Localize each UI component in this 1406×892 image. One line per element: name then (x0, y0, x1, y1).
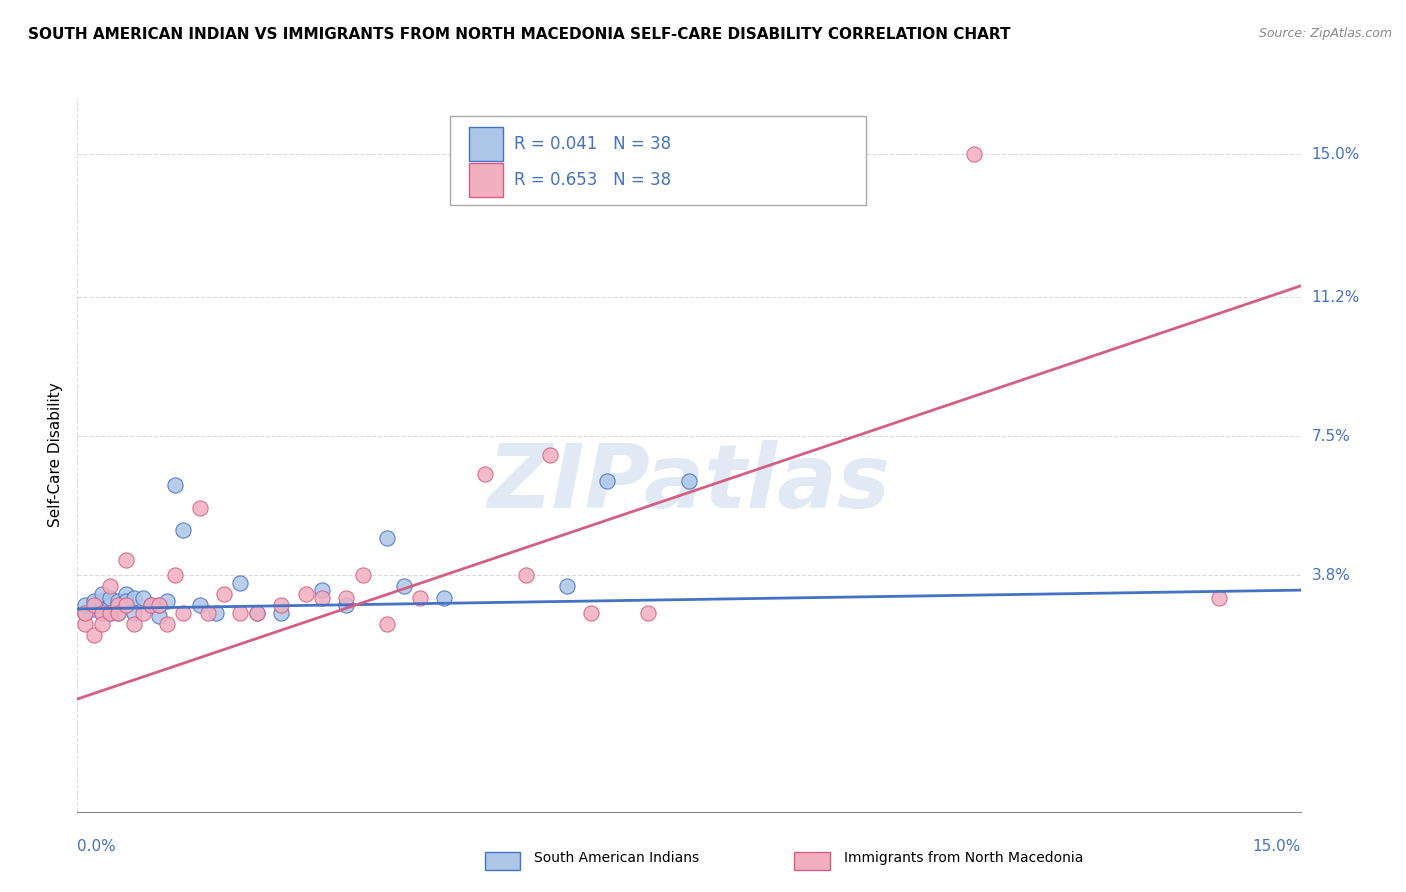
Text: 15.0%: 15.0% (1312, 147, 1360, 162)
Y-axis label: Self-Care Disability: Self-Care Disability (48, 383, 63, 527)
Point (212, 587, 235, 601)
Point (107, 598, 129, 612)
FancyBboxPatch shape (450, 116, 866, 205)
Point (148, 598, 170, 612)
Point (637, 606, 659, 620)
Point (148, 598, 170, 612)
Point (335, 598, 357, 612)
Point (246, 606, 269, 620)
Text: Immigrants from North Macedonia: Immigrants from North Macedonia (844, 851, 1083, 865)
Point (90, 587, 112, 601)
Point (172, 606, 194, 620)
Text: R = 0.653   N = 38: R = 0.653 N = 38 (515, 171, 671, 189)
Point (1208, 591, 1230, 605)
Point (172, 523, 194, 537)
Point (115, 598, 138, 612)
Point (205, 606, 228, 620)
Text: SOUTH AMERICAN INDIAN VS IMMIGRANTS FROM NORTH MACEDONIA SELF-CARE DISABILITY CO: SOUTH AMERICAN INDIAN VS IMMIGRANTS FROM… (28, 27, 1011, 42)
Point (115, 594, 138, 608)
Point (270, 606, 292, 620)
Point (90, 616, 112, 631)
Text: 7.5%: 7.5% (1312, 429, 1350, 443)
Text: 0.0%: 0.0% (77, 839, 117, 855)
Point (98, 591, 121, 605)
Point (515, 568, 537, 582)
Point (311, 583, 333, 598)
Point (98, 579, 121, 593)
Point (115, 587, 138, 601)
Text: 15.0%: 15.0% (1253, 839, 1301, 855)
Point (156, 594, 179, 608)
Point (107, 606, 129, 620)
Point (229, 575, 252, 590)
Text: ZIPatlas: ZIPatlas (488, 440, 890, 527)
Point (98, 606, 121, 620)
Point (148, 609, 170, 624)
Point (538, 448, 561, 462)
Point (474, 467, 496, 481)
Point (83, 594, 105, 608)
Point (188, 500, 211, 515)
Point (433, 591, 456, 605)
Point (75, 616, 97, 631)
Point (963, 147, 986, 161)
Point (139, 598, 162, 612)
Point (596, 474, 619, 488)
Point (131, 591, 153, 605)
Point (90, 606, 112, 620)
Point (165, 568, 187, 582)
Point (83, 628, 105, 642)
Text: 3.8%: 3.8% (1312, 567, 1351, 582)
Point (75, 606, 97, 620)
Point (270, 598, 292, 612)
Point (165, 478, 187, 492)
Point (124, 591, 146, 605)
Point (107, 598, 129, 612)
Point (90, 598, 112, 612)
Point (197, 606, 219, 620)
Point (90, 594, 112, 608)
Point (131, 606, 153, 620)
Point (124, 616, 146, 631)
Point (375, 616, 398, 631)
Point (107, 606, 129, 620)
Point (188, 598, 211, 612)
Point (98, 606, 121, 620)
Point (156, 616, 179, 631)
Point (83, 598, 105, 612)
Point (90, 606, 112, 620)
Point (124, 606, 146, 620)
Point (107, 594, 129, 608)
Text: R = 0.041   N = 38: R = 0.041 N = 38 (515, 135, 671, 153)
Point (555, 579, 578, 593)
Point (83, 602, 105, 616)
Point (229, 606, 252, 620)
Point (98, 598, 121, 612)
Point (139, 598, 162, 612)
Bar (468, 127, 503, 161)
Point (375, 531, 398, 545)
Point (352, 568, 374, 582)
Point (335, 591, 357, 605)
Point (75, 598, 97, 612)
Point (115, 553, 138, 567)
Point (311, 591, 333, 605)
Text: Source: ZipAtlas.com: Source: ZipAtlas.com (1258, 27, 1392, 40)
Point (246, 606, 269, 620)
Point (392, 579, 415, 593)
Point (409, 591, 432, 605)
Point (294, 587, 316, 601)
Point (678, 474, 700, 488)
Point (579, 606, 602, 620)
Text: South American Indians: South American Indians (534, 851, 699, 865)
Bar (468, 163, 503, 197)
Point (75, 606, 97, 620)
Text: 11.2%: 11.2% (1312, 290, 1360, 305)
